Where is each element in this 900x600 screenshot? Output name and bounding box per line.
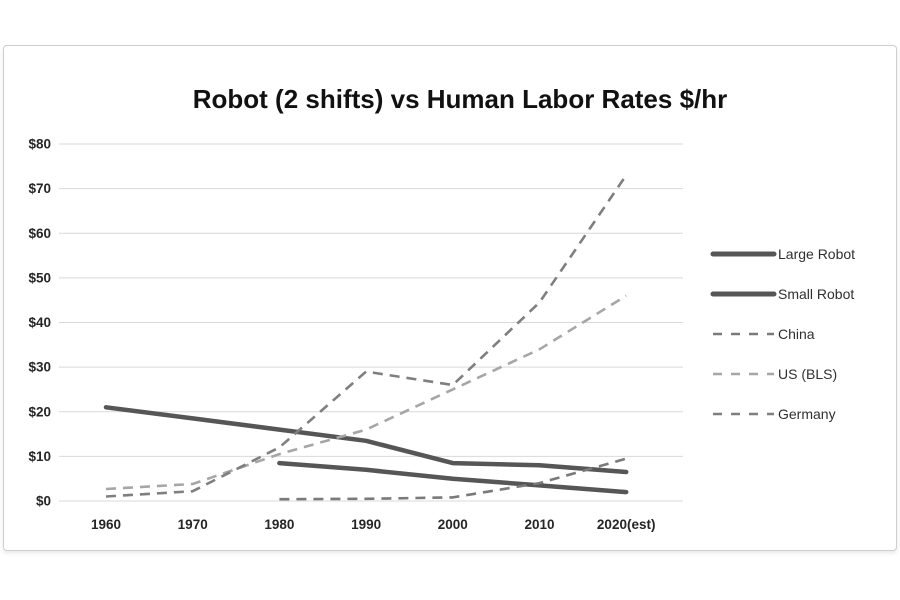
x-tick-label: 1990 <box>351 517 381 532</box>
y-tick-label: $70 <box>28 181 51 196</box>
y-tick-label: $80 <box>28 137 51 152</box>
x-tick-label: 1980 <box>264 517 294 532</box>
x-tick-label: 2000 <box>438 517 468 532</box>
legend-item-large-robot: Large Robot <box>710 246 855 262</box>
x-tick-label: 2010 <box>524 517 554 532</box>
legend-label: China <box>778 326 815 342</box>
legend-label: Large Robot <box>778 246 855 262</box>
x-tick-label: 2020(est) <box>597 517 656 532</box>
y-tick-label: $10 <box>28 449 51 464</box>
legend: Large Robot Small Robot China US (BLS) Germa… <box>710 246 855 422</box>
legend-item-china: China <box>713 326 815 342</box>
legend-item-small-robot: Small Robot <box>710 286 854 302</box>
legend-item-germany: Germany <box>713 406 836 422</box>
x-axis-labels: 1960 1970 1980 1990 2000 2010 2020(est) <box>91 517 655 532</box>
y-tick-label: $0 <box>36 494 51 509</box>
x-tick-label: 1960 <box>91 517 121 532</box>
chart-title: Robot (2 shifts) vs Human Labor Rates $/… <box>193 84 728 114</box>
y-tick-label: $30 <box>28 360 51 375</box>
x-tick-label: 1970 <box>178 517 208 532</box>
legend-label: US (BLS) <box>778 366 837 382</box>
series-line-us-bls- <box>105 294 627 491</box>
series-line-china <box>279 457 627 501</box>
gridlines <box>59 143 683 502</box>
series-line-small-robot <box>277 460 629 495</box>
series-line-large-robot <box>103 405 629 475</box>
y-tick-label: $50 <box>28 270 51 285</box>
y-tick-label: $60 <box>28 226 51 241</box>
y-tick-label: $40 <box>28 315 51 330</box>
legend-label: Germany <box>778 406 836 422</box>
chart-panel: Robot (2 shifts) vs Human Labor Rates $/… <box>3 45 897 551</box>
series-line-germany <box>105 174 628 498</box>
y-axis-labels: $0 $10 $20 $30 $40 $50 $60 $70 $80 <box>28 137 51 509</box>
y-tick-label: $20 <box>28 404 51 419</box>
legend-item-us-bls-: US (BLS) <box>713 366 837 382</box>
series-lines <box>103 174 629 501</box>
labor-rates-line-chart: Robot (2 shifts) vs Human Labor Rates $/… <box>28 84 855 532</box>
legend-label: Small Robot <box>778 286 854 302</box>
